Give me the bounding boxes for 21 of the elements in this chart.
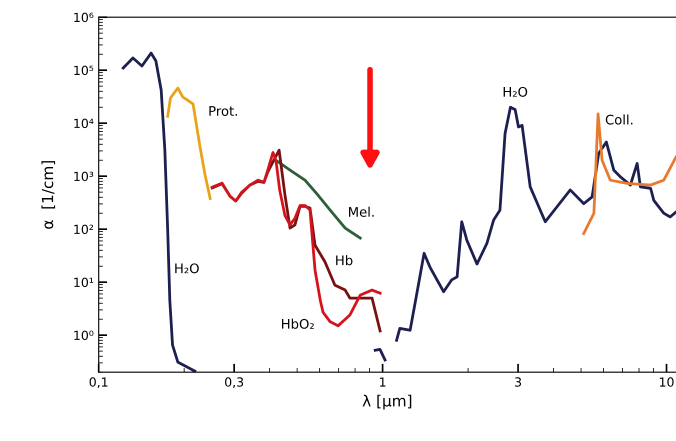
y-tick-label: 10⁴ [74, 118, 94, 128]
y-tick-label: 10⁶ [74, 12, 94, 22]
x-tick-label: 3 [515, 377, 522, 387]
y-tick-label: 10² [74, 224, 94, 234]
series-label: Prot. [209, 106, 237, 116]
series-label: HbO₂ [282, 318, 314, 329]
y-tick-label: 10⁰ [74, 330, 94, 340]
series-label: H₂O [504, 86, 528, 97]
y-axis-title: α [1/cm] [41, 161, 56, 229]
x-tick-label: 0,3 [225, 377, 244, 388]
series-label: H₂O [175, 263, 199, 274]
x-tick-label: 0,1 [90, 377, 108, 388]
y-tick-label: 10¹ [74, 278, 94, 288]
y-tick-label: 10³ [74, 172, 94, 182]
series-label: Mel. [349, 206, 374, 217]
series-label: Hb [336, 255, 352, 266]
y-tick-label: 10⁵ [74, 66, 94, 76]
series-label: Coll. [606, 114, 632, 125]
x-axis-title: λ [μm] [362, 394, 412, 410]
x-tick-label: 10 [660, 377, 674, 387]
x-tick-label: 1 [380, 377, 386, 387]
